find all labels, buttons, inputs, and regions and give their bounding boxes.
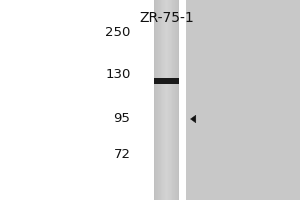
Bar <box>186 0 300 200</box>
Bar <box>170 0 171 200</box>
Bar <box>154 0 179 200</box>
Bar <box>164 0 165 200</box>
Bar <box>161 0 162 200</box>
Bar <box>156 0 157 200</box>
Bar <box>167 0 168 200</box>
Bar <box>157 0 158 200</box>
Bar <box>159 0 160 200</box>
Text: 72: 72 <box>113 148 130 162</box>
Bar <box>162 0 163 200</box>
Bar <box>160 0 161 200</box>
Bar <box>174 0 175 200</box>
Bar <box>177 0 178 200</box>
Bar <box>168 0 169 200</box>
Bar <box>178 0 179 200</box>
Bar <box>165 0 166 200</box>
Bar <box>171 0 172 200</box>
Bar <box>163 0 164 200</box>
Bar <box>160 0 161 200</box>
Bar <box>158 0 159 200</box>
Text: 250: 250 <box>105 26 130 40</box>
Polygon shape <box>190 115 196 123</box>
Bar <box>166 0 167 200</box>
Bar <box>155 0 156 200</box>
Bar <box>172 0 173 200</box>
Bar <box>154 0 155 200</box>
Bar <box>173 0 174 200</box>
Text: 95: 95 <box>114 112 130 126</box>
Bar <box>169 0 170 200</box>
Text: 130: 130 <box>105 68 130 82</box>
Bar <box>175 0 176 200</box>
Text: ZR-75-1: ZR-75-1 <box>139 11 194 25</box>
Bar <box>176 0 177 200</box>
Bar <box>154 78 179 84</box>
